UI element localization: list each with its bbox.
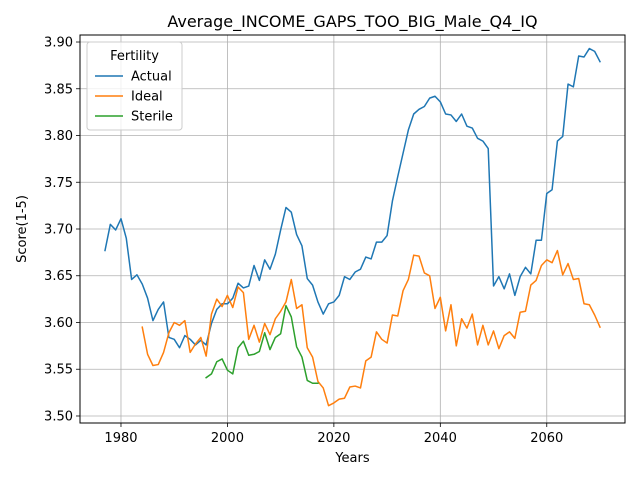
- y-tick-label: 3.55: [44, 363, 73, 378]
- chart-title: Average_INCOME_GAPS_TOO_BIG_Male_Q4_IQ: [167, 12, 537, 32]
- legend-frame: [86, 41, 183, 131]
- y-tick-label: 3.70: [44, 223, 73, 238]
- x-tick-label: 2040: [424, 431, 457, 446]
- y-tick-label: 3.60: [44, 316, 73, 331]
- grid: [80, 35, 625, 423]
- y-tick-label: 3.50: [44, 409, 73, 424]
- legend-label-ideal: Ideal: [131, 90, 163, 105]
- x-tick-label: 2020: [317, 431, 350, 446]
- legend: Fertility Actual Ideal Sterile: [86, 41, 183, 131]
- legend-label-actual: Actual: [131, 70, 172, 85]
- series-line-sterile: [205, 304, 319, 385]
- y-tick-label: 3.75: [44, 176, 73, 191]
- y-tick-label: 3.85: [44, 82, 73, 97]
- series-line-ideal: [141, 249, 601, 407]
- x-tick-label: 2000: [211, 431, 244, 446]
- x-tick-label: 1980: [104, 431, 137, 446]
- y-axis-ticks: 3.50 3.55 3.60 3.65 3.70 3.75 3.80 3.85 3.90: [44, 36, 80, 424]
- x-axis-ticks: 1980 2000 2020 2040 2060: [104, 423, 563, 446]
- x-axis-label: Years: [334, 451, 370, 466]
- y-tick-label: 3.65: [44, 269, 73, 284]
- x-tick-label: 2060: [530, 431, 563, 446]
- y-axis-label: Score(1-5): [15, 195, 30, 263]
- y-tick-label: 3.80: [44, 129, 73, 144]
- legend-title: Fertility: [110, 49, 159, 64]
- series-lines: [104, 47, 602, 407]
- legend-entries: Actual Ideal Sterile: [95, 70, 173, 125]
- y-tick-label: 3.90: [44, 36, 73, 51]
- legend-label-sterile: Sterile: [131, 110, 173, 125]
